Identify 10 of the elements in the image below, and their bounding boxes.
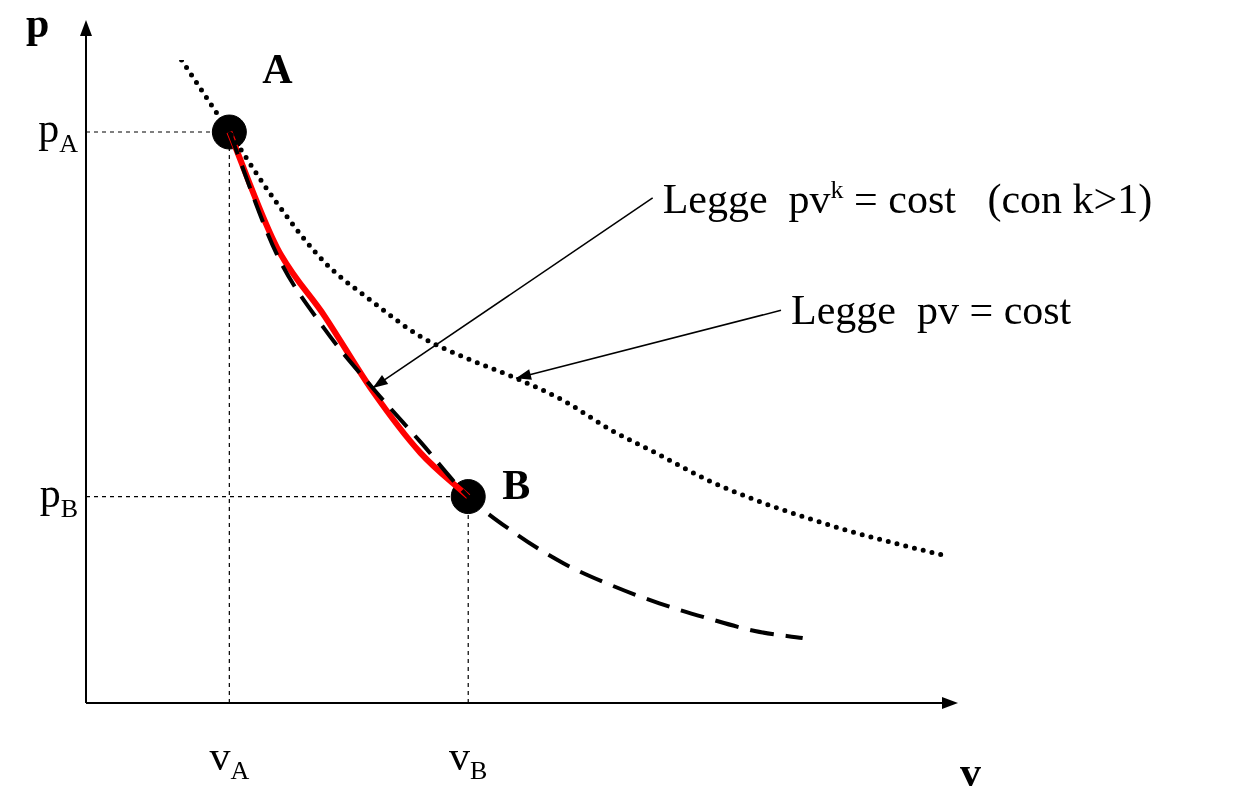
x-tick-label: v$_{B}$ xyxy=(449,733,488,786)
ref-line-label: p$_{B}$ xyxy=(39,469,78,523)
annotation: Legge pv$^{k}$ = cost (con k>1) xyxy=(662,174,1153,222)
annotation: A xyxy=(262,46,293,93)
ref-line-label: p$_{A}$ xyxy=(38,105,78,158)
x-tick-label: v$_{A}$ xyxy=(209,733,250,786)
annotation: Legge pv = cost xyxy=(791,287,1072,334)
y-axis-title: p xyxy=(26,0,50,46)
x-axis-title: v xyxy=(960,749,981,789)
annotation: B xyxy=(502,461,531,508)
